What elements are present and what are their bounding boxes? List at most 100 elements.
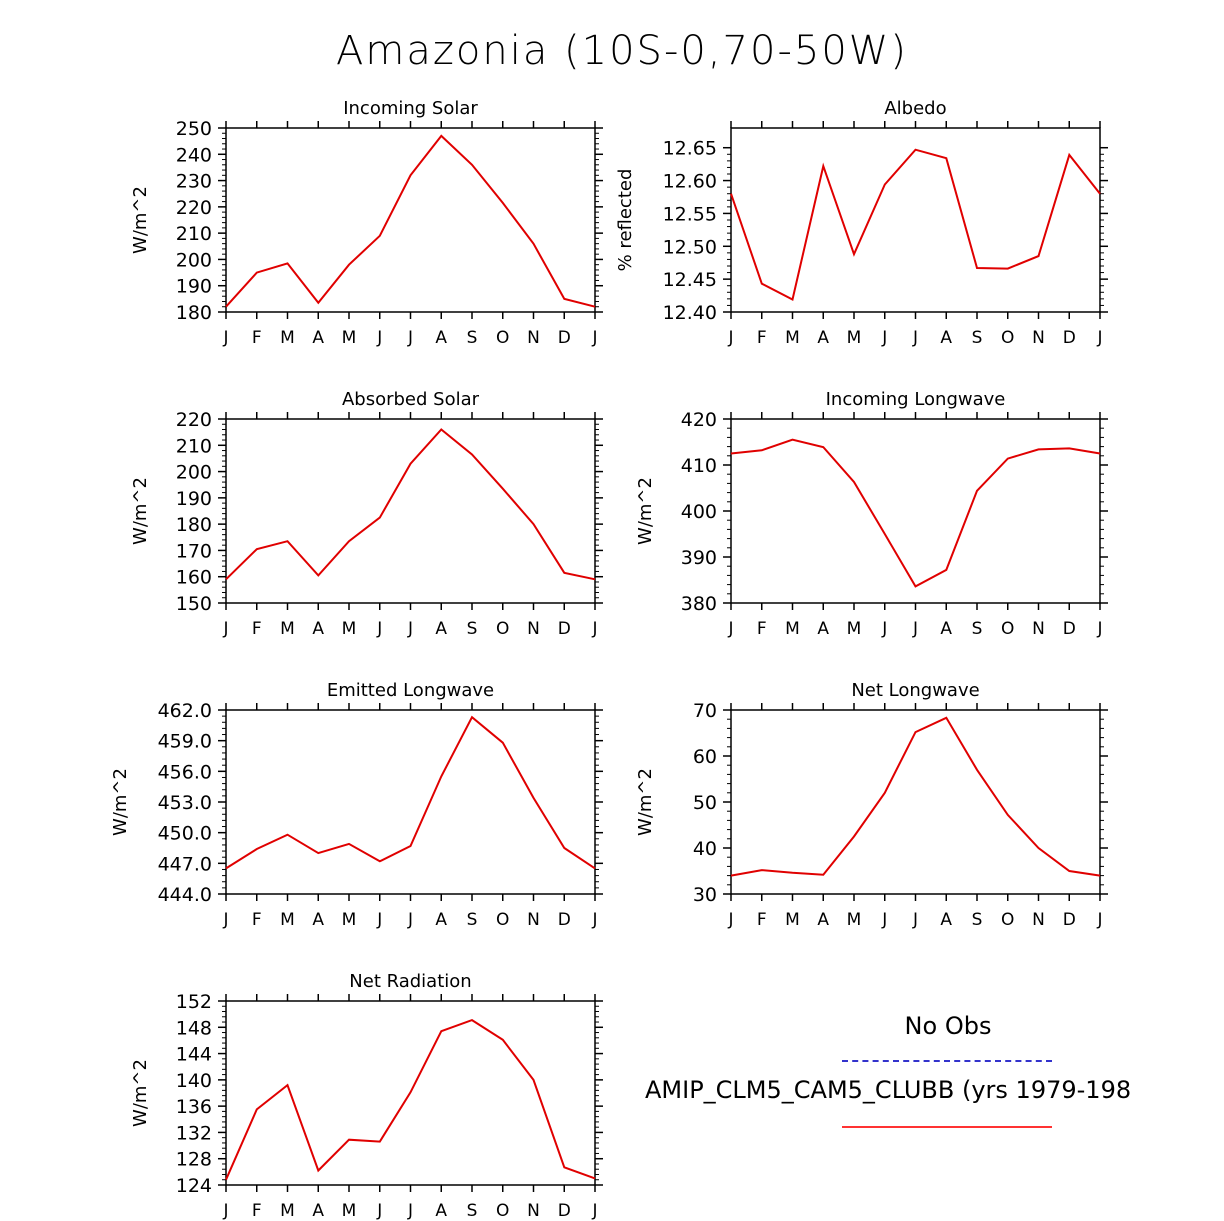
x-tick-label: J: [727, 910, 733, 930]
x-tick-label: M: [785, 328, 800, 348]
x-tick-label: J: [881, 328, 887, 348]
y-axis-label: % reflected: [615, 169, 636, 272]
series-line: [730, 148, 1101, 301]
y-tick-label: 50: [693, 792, 717, 814]
x-tick-label: D: [558, 619, 571, 639]
x-tick-label: S: [972, 619, 983, 639]
y-tick-label: 390: [681, 547, 717, 569]
x-tick-label: J: [591, 619, 597, 639]
y-axis-label: W/m^2: [110, 768, 131, 836]
y-tick-label: 128: [176, 1149, 212, 1171]
y-tick-label: 447.0: [158, 853, 212, 875]
y-axis-label: W/m^2: [130, 477, 151, 545]
y-tick-label: 160: [176, 567, 212, 589]
y-tick-label: 210: [176, 435, 212, 457]
x-tick-label: A: [312, 910, 324, 930]
x-tick-label: F: [757, 619, 767, 639]
x-tick-label: A: [817, 328, 829, 348]
legend-obs-line: [842, 1060, 1052, 1062]
x-tick-label: J: [376, 328, 382, 348]
x-tick-label: F: [252, 328, 262, 348]
y-tick-label: 456.0: [158, 761, 212, 783]
panel-1: J F M A M J J A S O N D J180190200210220230240250Inc…: [130, 98, 603, 348]
y-axis-label: W/m^2: [635, 477, 656, 545]
y-tick-label: 200: [176, 462, 212, 484]
x-tick-label: A: [312, 1201, 324, 1221]
panel-title: Absorbed Solar: [342, 389, 480, 410]
x-tick-label: A: [817, 619, 829, 639]
y-tick-label: 444.0: [158, 884, 212, 906]
x-tick-label: N: [527, 328, 540, 348]
panel-title: Incoming Longwave: [826, 389, 1006, 410]
x-tick-label: J: [1096, 328, 1102, 348]
x-tick-label: F: [252, 910, 262, 930]
plot-frame: [225, 709, 596, 895]
y-tick-label: 220: [176, 197, 212, 219]
x-tick-label: A: [435, 910, 447, 930]
x-tick-label: D: [1063, 619, 1076, 639]
x-tick-label: M: [342, 328, 357, 348]
main-title: Amazonia (10S-0,70-50W): [336, 28, 908, 74]
x-tick-label: J: [912, 910, 918, 930]
x-tick-label: J: [407, 619, 413, 639]
y-tick-label: 170: [176, 540, 212, 562]
x-tick-label: N: [1032, 328, 1045, 348]
x-tick-label: J: [376, 910, 382, 930]
y-axis-label: W/m^2: [130, 1059, 151, 1127]
y-tick-label: 152: [176, 991, 212, 1013]
y-tick-label: 410: [681, 455, 717, 477]
x-tick-label: M: [785, 619, 800, 639]
x-tick-label: M: [280, 328, 295, 348]
y-tick-label: 190: [176, 276, 212, 298]
panel-5: J F M A M J J A S O N D J444.0447.0450.0453.0456.045…: [110, 680, 603, 930]
x-tick-label: M: [280, 619, 295, 639]
x-tick-label: J: [912, 328, 918, 348]
series-line: [225, 134, 596, 308]
x-tick-label: O: [1001, 328, 1014, 348]
x-tick-label: A: [940, 619, 952, 639]
y-tick-label: 12.60: [663, 171, 717, 193]
plot-frame: [730, 127, 1101, 313]
y-axis-label: W/m^2: [635, 768, 656, 836]
x-tick-label: J: [591, 910, 597, 930]
series-line: [730, 716, 1101, 877]
y-tick-label: 220: [176, 409, 212, 431]
x-tick-label: D: [558, 1201, 571, 1221]
plot-frame: [730, 709, 1101, 895]
x-tick-label: J: [222, 1201, 228, 1221]
y-tick-label: 459.0: [158, 731, 212, 753]
x-tick-label: J: [376, 1201, 382, 1221]
x-tick-label: A: [312, 619, 324, 639]
x-tick-label: N: [527, 1201, 540, 1221]
y-axis-label: W/m^2: [130, 186, 151, 254]
x-tick-label: J: [881, 910, 887, 930]
x-tick-label: O: [1001, 910, 1014, 930]
x-tick-label: J: [376, 619, 382, 639]
x-tick-label: M: [342, 1201, 357, 1221]
y-tick-label: 150: [176, 593, 212, 615]
x-tick-label: J: [727, 328, 733, 348]
y-tick-label: 140: [176, 1070, 212, 1092]
x-tick-label: J: [1096, 910, 1102, 930]
x-tick-label: F: [757, 328, 767, 348]
x-tick-label: O: [496, 1201, 509, 1221]
panel-7: J F M A M J J A S O N D J124128132136140144148152Net…: [130, 971, 603, 1221]
x-tick-label: S: [972, 328, 983, 348]
x-tick-label: M: [847, 619, 862, 639]
y-tick-label: 210: [176, 223, 212, 245]
y-tick-label: 136: [176, 1096, 212, 1118]
y-tick-label: 12.55: [663, 203, 717, 225]
x-tick-label: A: [940, 328, 952, 348]
panel-title: Net Longwave: [851, 680, 979, 701]
y-tick-label: 148: [176, 1017, 212, 1039]
x-tick-label: A: [312, 328, 324, 348]
x-tick-label: D: [1063, 328, 1076, 348]
x-tick-label: M: [847, 910, 862, 930]
y-tick-label: 462.0: [158, 700, 212, 722]
x-tick-label: O: [496, 910, 509, 930]
panel-title: Incoming Solar: [343, 98, 478, 119]
x-tick-label: O: [1001, 619, 1014, 639]
